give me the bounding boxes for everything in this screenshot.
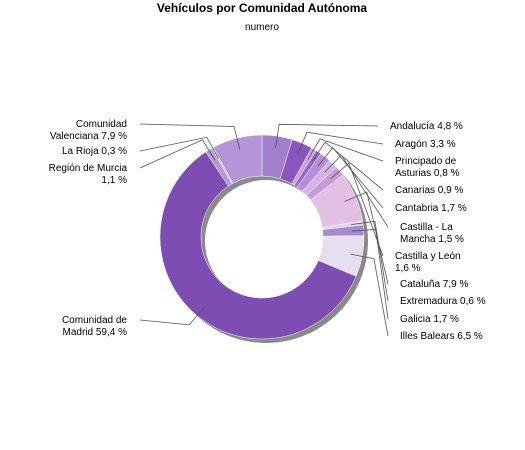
slice-label-line: Aragón 3,3 % bbox=[395, 139, 456, 150]
slice-label: Comunidad de Madrid 59,4 % bbox=[62, 315, 127, 338]
leader-line bbox=[139, 306, 205, 326]
slice-label: Principado de Asturias 0,8 % bbox=[395, 156, 460, 179]
leader-line bbox=[297, 131, 384, 155]
chart-title: Vehículos por Comunidad Autónoma bbox=[157, 1, 368, 15]
slice-label: Galicia 1,7 % bbox=[400, 314, 459, 325]
leader-line bbox=[307, 138, 384, 162]
slice-label-line: Andalucía 4,8 % bbox=[390, 121, 463, 132]
slice-labels: Andalucía 4,8 % Aragón 3,3 % Principado de… bbox=[49, 119, 486, 342]
slice-label-line: Illes Balears 6,5 % bbox=[400, 331, 483, 342]
leader-line bbox=[139, 136, 219, 159]
slice-label-line: Castilla - La bbox=[400, 222, 453, 233]
slice-label-line: Asturias 0,8 % bbox=[395, 168, 460, 179]
leader-line bbox=[330, 162, 384, 257]
leader-line bbox=[317, 146, 384, 209]
slice-label: Cataluña 7,9 % bbox=[400, 279, 468, 290]
slice-label: Aragón 3,3 % bbox=[395, 139, 456, 150]
slice-label-line: Comunidad bbox=[76, 119, 127, 130]
leader-line bbox=[344, 191, 389, 285]
slice-label: Extremadura 0,6 % bbox=[400, 296, 486, 307]
slice-label-line: Región de Murcia bbox=[49, 163, 128, 174]
leader-line bbox=[351, 220, 389, 302]
slice-label: Castilla y León 1,6 % bbox=[395, 251, 461, 274]
slice-label-line: 1,6 % bbox=[395, 263, 421, 274]
slice-label-line: Cataluña 7,9 % bbox=[400, 279, 468, 290]
slice-label-line: Canarias 0,9 % bbox=[395, 185, 463, 196]
leader-line bbox=[275, 123, 379, 149]
slice-label-line: Extremadura 0,6 % bbox=[400, 296, 486, 307]
slice-label-line: La Rioja 0,3 % bbox=[62, 146, 127, 157]
slice-label-line: Comunidad de bbox=[62, 315, 127, 326]
slice-label: La Rioja 0,3 % bbox=[62, 146, 127, 157]
slice-label-line: Cantabria 1,7 % bbox=[395, 203, 467, 214]
slice-label-line: 1,1 % bbox=[101, 175, 127, 186]
slice-label-line: Valenciana 7,9 % bbox=[50, 131, 127, 142]
slice-label: Canarias 0,9 % bbox=[395, 185, 463, 196]
donut-slice bbox=[213, 134, 263, 184]
leader-line bbox=[139, 139, 216, 169]
leader-lines bbox=[139, 123, 389, 337]
slice-label-line: Castilla y León bbox=[395, 251, 461, 262]
donut-slice bbox=[159, 151, 357, 340]
slice-label: Andalucía 4,8 % bbox=[390, 121, 463, 132]
donut-slices bbox=[159, 134, 365, 340]
slice-label: Cantabria 1,7 % bbox=[395, 203, 467, 214]
slice-label: Illes Balears 6,5 % bbox=[400, 331, 483, 342]
leader-line bbox=[139, 123, 241, 150]
slice-label-line: Mancha 1,5 % bbox=[400, 234, 464, 245]
leader-line bbox=[351, 229, 389, 320]
slice-label: Comunidad Valenciana 7,9 % bbox=[50, 119, 127, 142]
slice-label-line: Galicia 1,7 % bbox=[400, 314, 459, 325]
slice-label: Castilla - La Mancha 1,5 % bbox=[400, 222, 464, 245]
chart-subtitle: numero bbox=[245, 22, 279, 33]
slice-label-line: Madrid 59,4 % bbox=[63, 327, 128, 338]
slice-label: Región de Murcia 1,1 % bbox=[49, 163, 128, 186]
leader-line bbox=[324, 154, 389, 228]
leader-line bbox=[311, 141, 384, 191]
slice-label-line: Principado de bbox=[395, 156, 457, 167]
leader-line bbox=[350, 253, 389, 337]
